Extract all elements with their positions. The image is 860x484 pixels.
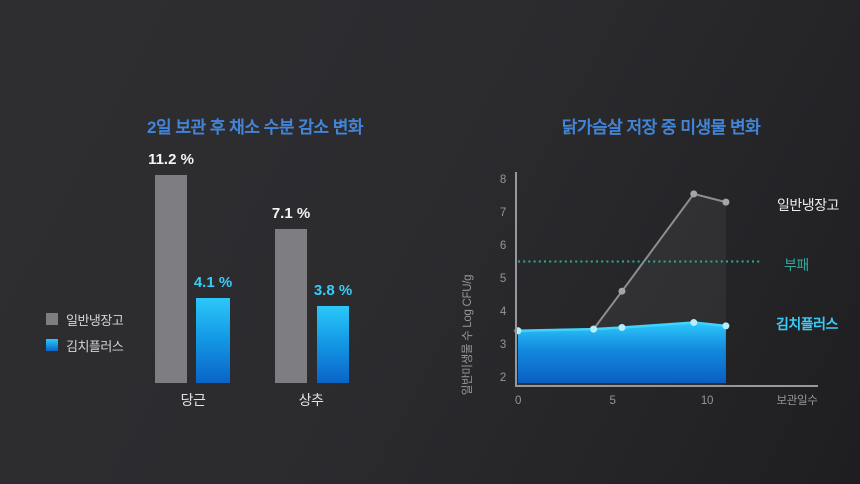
normal-fridge-point bbox=[722, 198, 730, 206]
legend-item-normal-fridge: 일반냉장고 bbox=[46, 311, 124, 328]
y-tick-label: 2 bbox=[500, 372, 506, 384]
line-chart-plot: 2 3 4 5 6 7 8 0 5 10 보관일수 일반미생물 수 Log CFU/g bbox=[460, 172, 818, 407]
kimchi-plus-point bbox=[690, 319, 698, 327]
bar-일반냉장고-당근 bbox=[155, 175, 187, 383]
y-tick-label: 7 bbox=[500, 207, 506, 219]
category-label: 당근 bbox=[180, 392, 206, 408]
y-tick-label: 4 bbox=[500, 306, 507, 318]
bar-value-label: 11.2 % bbox=[148, 151, 194, 168]
legend-label: 일반냉장고 bbox=[66, 312, 124, 328]
x-tick-label: 0 bbox=[515, 395, 521, 407]
y-tick-label: 3 bbox=[500, 339, 506, 351]
bar-김치플러스-당근 bbox=[196, 298, 230, 383]
kimchi-plus-point bbox=[722, 322, 730, 330]
series-label-normal-fridge: 일반냉장고 bbox=[777, 197, 839, 213]
x-tick-label: 5 bbox=[609, 395, 615, 407]
line-chart-title: 닭가슴살 저장 중 미생물 변화 bbox=[561, 118, 761, 138]
y-tick-label: 5 bbox=[500, 273, 506, 285]
kimchi-plus-point bbox=[618, 324, 626, 331]
x-tick-label: 10 bbox=[701, 395, 713, 407]
series-label-kimchi-plus: 김치플러스 bbox=[776, 316, 838, 332]
legend-swatch-gray bbox=[46, 313, 58, 325]
bar-김치플러스-상추 bbox=[317, 306, 349, 383]
kimchi-plus-area bbox=[518, 322, 726, 383]
bar-value-label: 7.1 % bbox=[271, 205, 311, 222]
y-tick-label: 8 bbox=[500, 174, 506, 186]
bar-value-label: 4.1 % bbox=[193, 274, 233, 291]
legend-swatch-blue bbox=[46, 339, 58, 351]
bar-chart-legend: 일반냉장고 김치플러스 bbox=[46, 311, 124, 363]
x-axis-title: 보관일수 bbox=[776, 393, 817, 407]
normal-fridge-point bbox=[690, 190, 698, 198]
bar-chart-title: 2일 보관 후 채소 수분 감소 변화 bbox=[147, 118, 363, 138]
bar-value-label: 3.8 % bbox=[313, 282, 353, 299]
category-label: 상추 bbox=[298, 392, 324, 408]
y-axis-title: 일반미생물 수 Log CFU/g bbox=[460, 275, 474, 395]
kimchi-plus-point bbox=[590, 325, 598, 333]
legend-item-kimchi-plus: 김치플러스 bbox=[46, 337, 124, 354]
threshold-label-decay: 부패 bbox=[784, 257, 809, 273]
bar-일반냉장고-상추 bbox=[275, 229, 307, 383]
legend-label: 김치플러스 bbox=[66, 338, 124, 354]
y-tick-label: 6 bbox=[500, 240, 506, 252]
normal-fridge-point bbox=[618, 287, 626, 295]
